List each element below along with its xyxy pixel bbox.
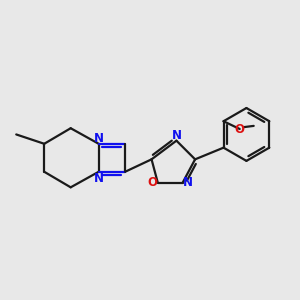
Text: N: N bbox=[171, 129, 182, 142]
Text: N: N bbox=[183, 176, 193, 189]
Text: N: N bbox=[94, 172, 104, 185]
Text: O: O bbox=[235, 122, 245, 136]
Text: N: N bbox=[94, 132, 104, 145]
Text: O: O bbox=[147, 176, 157, 189]
